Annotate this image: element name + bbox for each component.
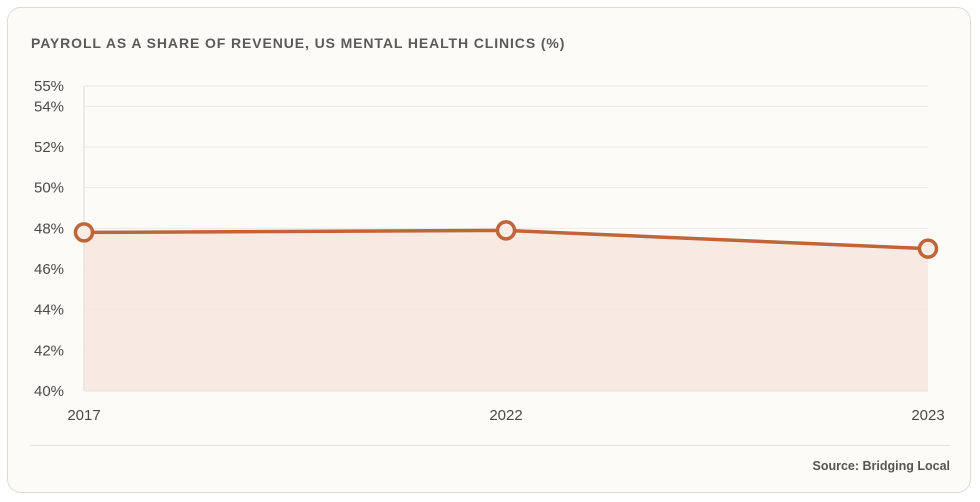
data-point [73,222,95,243]
x-tick-label: 2017 [67,407,100,424]
y-tick-label: 48% [34,220,64,237]
y-tick-label: 55% [34,78,64,95]
y-tick-label: 54% [34,98,64,115]
x-tick-label: 2022 [489,407,522,424]
area-layer [84,230,928,391]
data-point [495,220,517,241]
tick-labels: 40% 42% 44% 46% 48% 50% 52% 54% 55% 2017 2022 2023 [34,78,945,424]
markers [73,220,939,259]
y-tick-label: 52% [34,139,64,156]
chart-title: PAYROLL AS A SHARE OF REVENUE, US MENTAL… [31,35,566,51]
footer-divider [30,445,950,446]
source-note: Source: Bridging Local [812,459,950,473]
area-fill [84,230,928,391]
y-tick-label: 40% [34,383,64,400]
y-tick-label: 44% [34,302,64,319]
y-tick-label: 42% [34,342,64,359]
x-tick-label: 2023 [911,407,944,424]
data-point [917,238,939,259]
y-tick-label: 50% [34,180,64,197]
y-tick-label: 46% [34,261,64,278]
